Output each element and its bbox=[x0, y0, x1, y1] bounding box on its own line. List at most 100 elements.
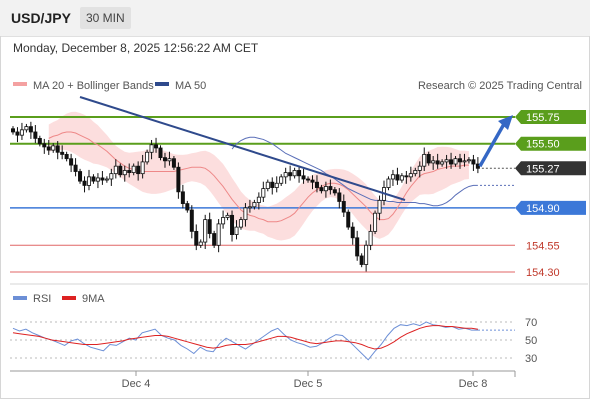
candle-up bbox=[221, 217, 226, 225]
ma50-legend-swatch bbox=[155, 82, 169, 86]
candle-down bbox=[91, 176, 96, 182]
candle-up bbox=[140, 161, 145, 175]
x-tick-label: Dec 4 bbox=[122, 378, 151, 390]
candle-down bbox=[64, 154, 69, 160]
candle-down bbox=[346, 211, 351, 228]
level-labels-layer: 155.75 155.50 155.27 154.90 154.55 154.30 bbox=[515, 110, 586, 279]
trendline-layer bbox=[79, 96, 513, 201]
candle-down bbox=[328, 186, 333, 191]
candle-up bbox=[462, 160, 467, 163]
candle-down bbox=[37, 137, 42, 145]
candle-down bbox=[154, 144, 159, 149]
symbol-title: USD/JPY bbox=[11, 10, 71, 26]
rsi-panel: 70 50 30 bbox=[10, 317, 537, 365]
timestamp: Monday, December 8, 2025 12:56:22 AM CET bbox=[13, 41, 259, 55]
candle-down bbox=[33, 131, 38, 139]
candle-up bbox=[279, 176, 284, 184]
chart-header: USD/JPY 30 MIN bbox=[0, 0, 590, 37]
candle-up bbox=[145, 151, 150, 163]
candle-up bbox=[431, 160, 436, 164]
candle-down bbox=[457, 158, 462, 163]
candle-up bbox=[440, 161, 445, 165]
rsi-tick-30: 30 bbox=[525, 353, 537, 365]
candle-up bbox=[104, 178, 109, 181]
copyright: Research © 2025 Trading Central bbox=[418, 80, 582, 92]
level-label-155.27: 155.27 bbox=[526, 163, 560, 175]
candle-up bbox=[243, 207, 248, 221]
candle-up bbox=[261, 188, 266, 198]
level-tag-155.75 bbox=[515, 110, 586, 124]
candle-down bbox=[475, 163, 480, 169]
candle-down bbox=[212, 233, 217, 246]
rsi-legend: RSI 9MA bbox=[13, 293, 105, 305]
candle-down bbox=[100, 177, 105, 181]
candle-up bbox=[95, 177, 100, 182]
candle-down bbox=[194, 230, 199, 246]
candle-down bbox=[15, 131, 20, 136]
candle-down bbox=[306, 178, 311, 181]
candle-down bbox=[78, 171, 83, 182]
rsi-ma-line bbox=[12, 325, 479, 350]
candle-up bbox=[238, 219, 243, 228]
x-tick-label: Dec 5 bbox=[294, 378, 323, 390]
candle-up bbox=[265, 181, 270, 190]
trendline bbox=[79, 96, 406, 201]
level-label-155.50: 155.50 bbox=[526, 139, 560, 151]
candle-up bbox=[122, 170, 127, 176]
level-label-155.75: 155.75 bbox=[526, 112, 560, 124]
candle-up bbox=[390, 174, 395, 180]
candle-down bbox=[297, 170, 302, 177]
candle-down bbox=[337, 192, 342, 202]
candle-down bbox=[435, 160, 440, 165]
candle-up bbox=[203, 219, 208, 243]
ma20-legend-swatch bbox=[13, 82, 27, 86]
candle-down bbox=[60, 151, 65, 155]
candle-up bbox=[113, 165, 118, 175]
candle-up bbox=[234, 226, 239, 235]
candle-down bbox=[55, 145, 60, 153]
candle-down bbox=[426, 154, 431, 164]
candle-up bbox=[292, 170, 297, 177]
level-tag-154.90 bbox=[515, 200, 586, 215]
candle-up bbox=[417, 165, 422, 171]
candle-up bbox=[252, 202, 257, 208]
rsi-legend-swatch bbox=[13, 296, 27, 300]
candle-down bbox=[230, 214, 235, 235]
candle-down bbox=[359, 255, 364, 265]
candle-down bbox=[176, 166, 181, 193]
candle-down bbox=[207, 219, 212, 234]
candle-up bbox=[444, 159, 449, 163]
candle-up bbox=[422, 154, 427, 167]
candle-down bbox=[73, 164, 78, 172]
candle-down bbox=[355, 237, 360, 257]
candle-down bbox=[341, 201, 346, 213]
candle-up bbox=[399, 175, 404, 181]
candle-down bbox=[449, 159, 454, 165]
candle-down bbox=[46, 146, 51, 151]
candle-down bbox=[28, 126, 33, 133]
rsi-ma-legend-swatch bbox=[62, 296, 76, 300]
candle-down bbox=[270, 181, 275, 188]
candle-down bbox=[301, 175, 306, 180]
candle-up bbox=[413, 170, 418, 175]
candle-up bbox=[86, 176, 91, 186]
rsi-ma-legend-label: 9MA bbox=[82, 293, 105, 305]
candle-down bbox=[10, 128, 15, 133]
candle-down bbox=[118, 165, 123, 176]
legend: MA 20 + Bollinger Bands MA 50 Research ©… bbox=[13, 80, 582, 92]
level-tag-155.50 bbox=[515, 136, 586, 151]
candle-down bbox=[180, 191, 185, 204]
level-tag-155.27 bbox=[515, 161, 586, 176]
candle-down bbox=[404, 175, 409, 178]
timeframe-button[interactable]: 30 MIN bbox=[80, 7, 131, 29]
candle-up bbox=[149, 144, 154, 153]
rsi-tick-50: 50 bbox=[525, 335, 537, 347]
candle-down bbox=[162, 157, 167, 162]
candle-up bbox=[225, 214, 230, 218]
candle-down bbox=[127, 170, 132, 173]
candle-up bbox=[247, 206, 252, 209]
candle-up bbox=[51, 145, 56, 151]
candle-down bbox=[319, 187, 324, 192]
candle-down bbox=[69, 158, 74, 166]
candle-down bbox=[314, 181, 319, 188]
